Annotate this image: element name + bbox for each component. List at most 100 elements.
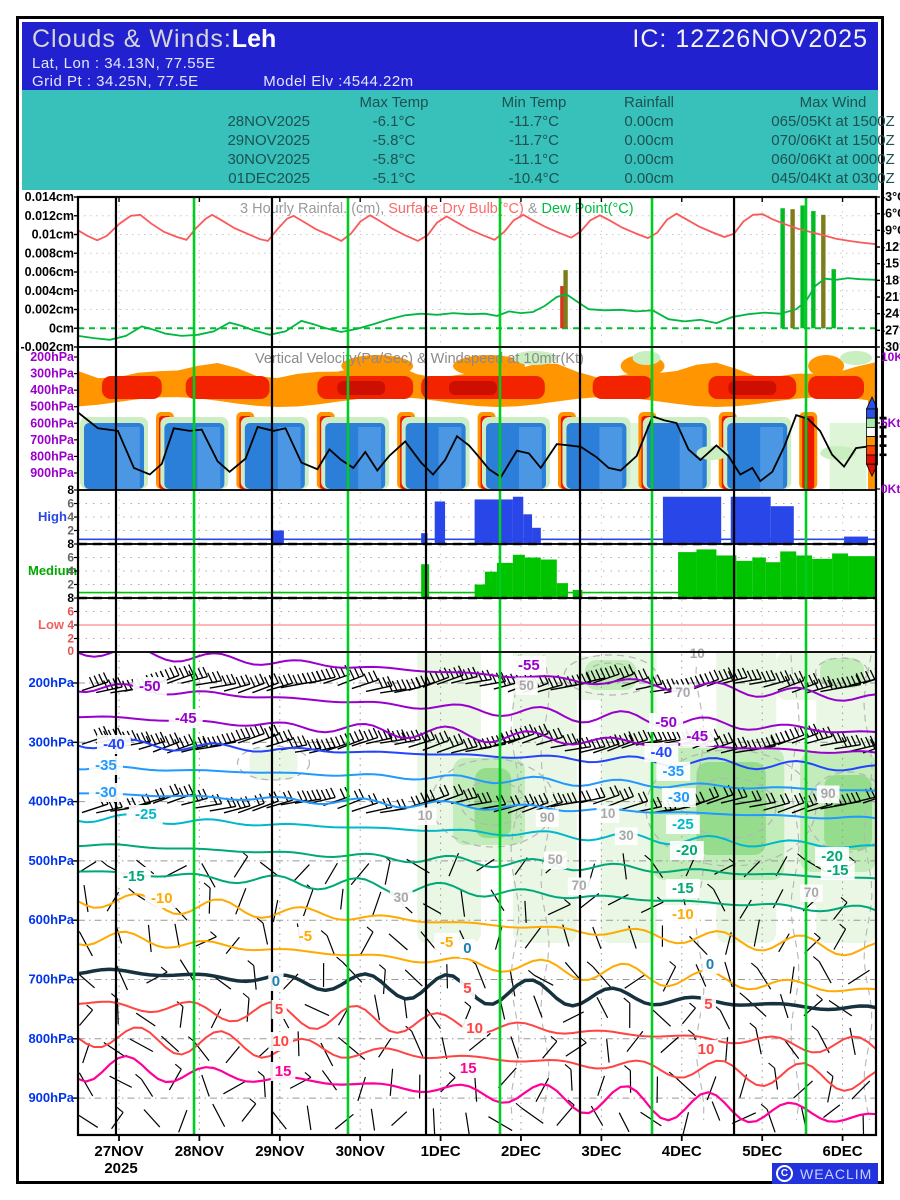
daily-summary-table: Max Temp Min Temp Rainfall Max Wind 28NOV202… <box>22 90 895 190</box>
svg-text:-20: -20 <box>821 848 843 865</box>
svg-text:0.014cm: 0.014cm <box>25 190 74 204</box>
svg-text:6: 6 <box>67 551 74 565</box>
station-name: Leh <box>231 25 277 53</box>
svg-text:600hPa: 600hPa <box>28 912 74 927</box>
header-title-row: Clouds & Winds: Leh IC: 12Z26NOV2025 <box>22 22 878 54</box>
svg-text:400hPa: 400hPa <box>30 383 75 397</box>
svg-text:900hPa: 900hPa <box>28 1090 74 1105</box>
svg-text:-50: -50 <box>655 714 677 731</box>
svg-text:900hPa: 900hPa <box>30 466 75 480</box>
svg-text:0: 0 <box>67 644 74 658</box>
svg-text:Low: Low <box>38 617 65 632</box>
svg-text:10: 10 <box>690 646 705 661</box>
lat-lon-label: Lat, Lon : 34.13N, 77.55E <box>32 55 216 72</box>
svg-text:90: 90 <box>821 786 836 801</box>
svg-text:4: 4 <box>67 564 74 578</box>
model-elevation-label: Model Elv :4544.22m <box>263 73 414 90</box>
svg-text:-5: -5 <box>440 934 453 951</box>
svg-text:-20: -20 <box>676 842 698 859</box>
svg-text:300hPa: 300hPa <box>30 367 75 381</box>
svg-text:0.002cm: 0.002cm <box>25 303 74 317</box>
svg-text:-25: -25 <box>135 806 157 823</box>
svg-text:0.012cm: 0.012cm <box>25 209 74 223</box>
svg-text:500hPa: 500hPa <box>30 400 75 414</box>
svg-text:30: 30 <box>619 828 634 843</box>
vv-colorbar <box>865 396 887 478</box>
table-row: 28NOV2025 -6.1°C -11.7°C 0.00cm 065/05Kt at … <box>227 113 895 130</box>
table-header-row: Max Temp Min Temp Rainfall Max Wind <box>359 94 867 111</box>
grid-point-label: Grid Pt : 34.25N, 77.5E <box>32 73 199 90</box>
svg-text:70: 70 <box>572 878 587 893</box>
svg-text:2: 2 <box>67 524 74 538</box>
pressure-axis-labels: 200hPa 300hPa 400hPa 500hPa 600hPa 700hPa 800h… <box>28 675 78 1105</box>
svg-text:-30°C: -30°C <box>881 340 900 354</box>
svg-text:-45: -45 <box>686 728 708 745</box>
svg-text:-50: -50 <box>139 678 161 695</box>
svg-text:700hPa: 700hPa <box>28 972 74 987</box>
svg-text:-6°C: -6°C <box>881 207 900 221</box>
svg-text:High: High <box>38 509 67 524</box>
svg-text:6DEC: 6DEC <box>823 1143 863 1160</box>
svg-text:1DEC: 1DEC <box>421 1143 461 1160</box>
svg-text:10Kt: 10Kt <box>881 350 900 364</box>
svg-text:-12°C: -12°C <box>881 240 900 254</box>
svg-text:800hPa: 800hPa <box>30 449 75 463</box>
svg-text:27NOV: 27NOV <box>94 1143 143 1160</box>
svg-text:-27°C: -27°C <box>881 323 900 337</box>
grid-point-row: Grid Pt : 34.25N, 77.5E Model Elv :4544.… <box>22 72 878 90</box>
svg-text:-5: -5 <box>299 928 312 945</box>
svg-text:Medium: Medium <box>28 563 77 578</box>
init-condition: IC: 12Z26NOV2025 <box>632 25 868 53</box>
table-row: 29NOV2025 -5.8°C -11.7°C 0.00cm 070/06Kt at … <box>227 132 895 149</box>
svg-text:5: 5 <box>463 980 471 997</box>
svg-text:8: 8 <box>67 537 74 551</box>
vertical-velocity-axes: 200hPa 300hPa 400hPa 500hPa 600hPa 700hPa 800h… <box>30 350 900 496</box>
svg-text:-3°C: -3°C <box>881 190 900 204</box>
time-marker-lines <box>114 198 808 1134</box>
svg-text:3 Hourly Rainfal. (cm), Surfac: 3 Hourly Rainfal. (cm), Surface Dry Bulb… <box>240 201 634 217</box>
svg-text:-35: -35 <box>95 757 117 774</box>
svg-text:-24°C: -24°C <box>881 307 900 321</box>
svg-text:3DEC: 3DEC <box>581 1143 621 1160</box>
svg-text:2025: 2025 <box>104 1160 137 1177</box>
svg-text:-30: -30 <box>668 789 690 806</box>
svg-text:50: 50 <box>519 678 534 693</box>
outer-border <box>16 16 884 1184</box>
svg-text:0.006cm: 0.006cm <box>25 265 74 279</box>
svg-text:-18°C: -18°C <box>881 273 900 287</box>
contour-labels: 10101010303050507070709090-55-50-50-45-4… <box>88 645 855 1081</box>
table-row: 01DEC2025 -5.1°C -10.4°C 0.00cm 045/04Kt at … <box>228 170 895 187</box>
svg-text:8: 8 <box>67 591 74 605</box>
svg-text:4: 4 <box>67 618 74 632</box>
svg-text:0: 0 <box>463 940 471 957</box>
svg-text:-55: -55 <box>518 657 540 674</box>
svg-text:500hPa: 500hPa <box>28 853 74 868</box>
date-axis: 27NOV 28NOV 29NOV 30NOV 1DEC 2DEC 3DEC 4DEC 5DEC… <box>94 197 863 1177</box>
svg-text:-15: -15 <box>827 862 849 879</box>
svg-text:0.004cm: 0.004cm <box>25 284 74 298</box>
svg-text:0Kt: 0Kt <box>881 482 900 496</box>
svg-text:10: 10 <box>272 1033 289 1050</box>
svg-text:70: 70 <box>675 685 690 700</box>
svg-text:5DEC: 5DEC <box>742 1143 782 1160</box>
svg-text:0.01cm: 0.01cm <box>32 228 74 242</box>
panel-borders <box>76 195 878 1137</box>
svg-text:-10: -10 <box>672 906 694 923</box>
temperature-contours <box>79 653 875 1124</box>
svg-text:0.008cm: 0.008cm <box>25 246 74 260</box>
svg-text:-0.002cm: -0.002cm <box>20 340 74 354</box>
svg-text:Vertical Velocity(Pa/Sec) & Wi: Vertical Velocity(Pa/Sec) & Windspeed at… <box>255 351 584 367</box>
svg-text:200hPa: 200hPa <box>30 350 75 364</box>
copyright-icon: C <box>776 1165 793 1182</box>
svg-text:-9°C: -9°C <box>881 223 900 237</box>
svg-text:200hPa: 200hPa <box>28 675 74 690</box>
svg-text:70: 70 <box>804 885 819 900</box>
svg-text:400hPa: 400hPa <box>28 794 74 809</box>
svg-text:-15: -15 <box>672 880 694 897</box>
svg-text:10: 10 <box>698 1041 715 1058</box>
svg-text:30NOV: 30NOV <box>336 1143 385 1160</box>
table-row: 30NOV2025 -5.8°C -11.1°C 0.00cm 060/06Kt at … <box>227 151 895 168</box>
svg-text:90: 90 <box>540 810 555 825</box>
svg-text:-40: -40 <box>650 744 672 761</box>
